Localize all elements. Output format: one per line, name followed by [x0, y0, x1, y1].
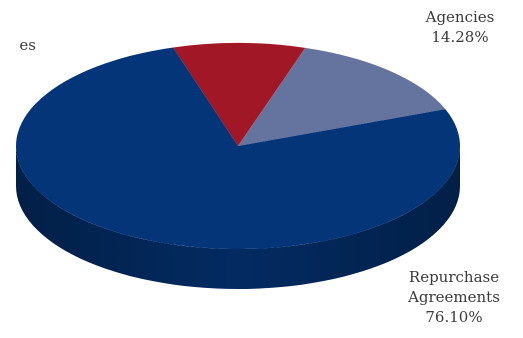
pie-slice-1	[238, 47, 446, 146]
pie-slice-2	[173, 43, 306, 146]
repurchase-label-line1: Repurchase	[408, 268, 500, 286]
repurchase-agreements-label: Repurchase Agreements 76.10%	[385, 267, 523, 327]
agencies-label-percent: 14.28%	[431, 28, 489, 46]
agencies-label-name: Agencies	[425, 8, 495, 26]
pie-slices	[16, 43, 460, 249]
agencies-label: Agencies 14.28%	[405, 7, 515, 47]
cut-off-label: es	[19, 36, 36, 54]
pie-slice-0	[16, 47, 460, 249]
repurchase-label-percent: 76.10%	[425, 308, 483, 326]
repurchase-label-line2: Agreements	[408, 288, 500, 306]
pie-sides	[16, 146, 460, 289]
pie-side-0	[16, 146, 460, 289]
